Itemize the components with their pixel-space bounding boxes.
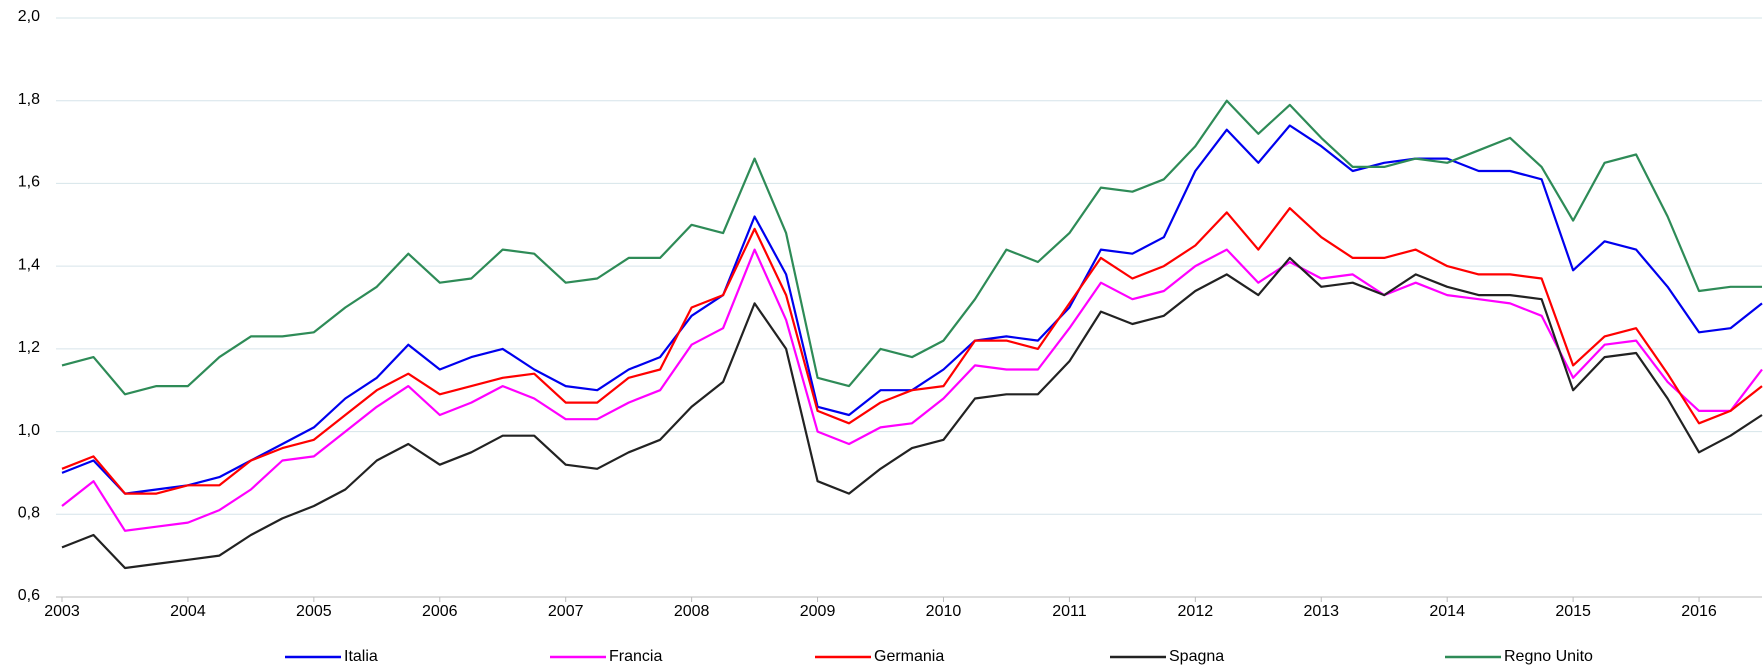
x-tick-label: 2006	[422, 603, 458, 620]
y-tick-label: 0,6	[18, 587, 40, 604]
legend-label: Italia	[344, 648, 378, 665]
y-tick-label: 0,8	[18, 505, 40, 522]
series-line	[61, 248, 1763, 532]
y-tick-label: 1,0	[18, 422, 40, 439]
y-tick-label: 2,0	[18, 8, 40, 25]
series-line	[61, 256, 1763, 570]
x-tick-label: 2015	[1555, 603, 1591, 620]
legend-label: Francia	[609, 648, 662, 665]
legend-label: Regno Unito	[1504, 648, 1593, 665]
x-tick-label: 2004	[170, 603, 206, 620]
series-line	[61, 207, 1763, 495]
series-line	[61, 99, 1762, 396]
y-tick-label: 1,6	[18, 174, 40, 191]
x-tick-label: 2012	[1178, 603, 1214, 620]
x-tick-label: 2008	[674, 603, 710, 620]
x-tick-label: 2014	[1429, 603, 1465, 620]
x-tick-label: 2005	[296, 603, 332, 620]
y-tick-label: 1,2	[18, 339, 40, 356]
x-tick-label: 2013	[1303, 603, 1339, 620]
x-tick-label: 2009	[800, 603, 836, 620]
x-tick-label: 2016	[1681, 603, 1717, 620]
legend-label: Germania	[874, 648, 944, 665]
y-tick-label: 1,4	[18, 256, 40, 273]
y-tick-label: 1,8	[18, 91, 40, 108]
x-tick-label: 2011	[1052, 603, 1087, 620]
x-tick-label: 2003	[44, 603, 80, 620]
legend-label: Spagna	[1169, 648, 1224, 665]
x-tick-label: 2010	[926, 603, 962, 620]
x-tick-label: 2007	[548, 603, 584, 620]
